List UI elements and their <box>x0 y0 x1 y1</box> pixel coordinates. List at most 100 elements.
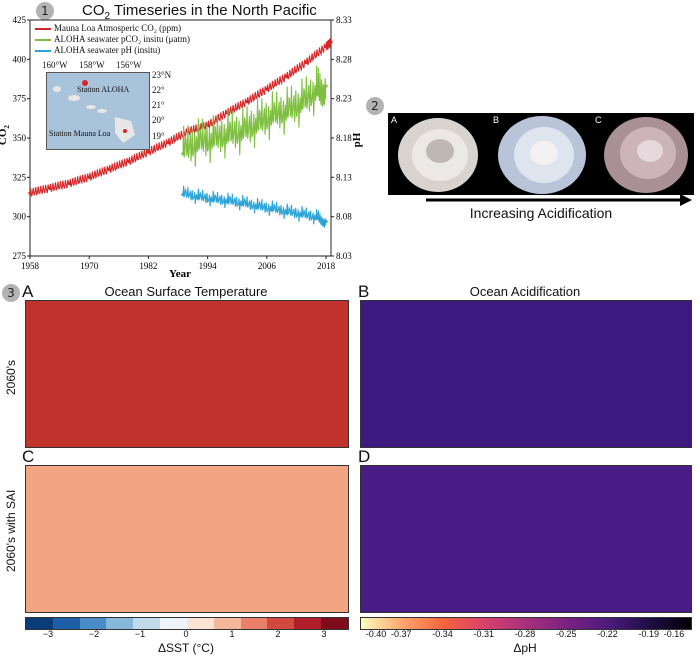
shell-letter-a: A <box>391 115 398 125</box>
left-tick-label: 425 <box>13 15 27 25</box>
series-point <box>240 202 244 206</box>
series-point <box>324 84 328 88</box>
ph-tick-label: -0.16 <box>663 629 685 639</box>
series-line-3 <box>182 185 327 229</box>
sst-colorbar <box>25 617 349 630</box>
series-point <box>87 175 91 179</box>
right-axis-ticks: 8.33 8.28 8.23 8.18 8.13 8.08 8.03 <box>331 15 352 261</box>
series-line-2 <box>182 65 327 167</box>
right-tick-label: 8.18 <box>336 133 352 143</box>
legend-swatch <box>35 49 51 52</box>
map-sst-2060s <box>25 300 349 448</box>
right-tick-label: 8.13 <box>336 172 352 182</box>
panel-1-badge: 1 <box>36 2 54 20</box>
sst-colorbar-segment <box>294 618 322 629</box>
left-tick-label: 325 <box>13 172 27 182</box>
sst-colorbar-segment <box>160 618 187 629</box>
left-tick-label: 350 <box>13 133 27 143</box>
series-point <box>48 186 52 190</box>
acidification-caption: Increasing Acidification <box>469 205 613 221</box>
x-axis-label: Year <box>169 268 191 280</box>
x-tick-label: 2018 <box>317 261 336 271</box>
lon-label-156w: 156°W <box>116 60 142 70</box>
x-axis-ticks: 1958 1970 1982 1994 2006 2018 <box>21 256 336 271</box>
lat-label-19: 19° <box>152 131 165 141</box>
series-point <box>225 136 229 140</box>
legend-swatch <box>35 38 51 41</box>
ph-tick-label: -0.25 <box>555 629 577 639</box>
sst-tick-label: 2 <box>275 629 281 639</box>
shell-c-icon <box>604 117 688 193</box>
series-point <box>255 125 259 129</box>
right-tick-label: 8.28 <box>336 54 352 64</box>
series-point <box>28 191 32 195</box>
left-tick-label: 275 <box>13 251 27 261</box>
map-letter-d: D <box>358 447 371 466</box>
series-point <box>255 205 259 209</box>
sst-tick-label: 3 <box>321 629 327 639</box>
ph-colorbar-label: ΔpH <box>513 641 537 655</box>
sst-colorbar-segment <box>213 618 241 629</box>
series-point <box>67 182 72 186</box>
series-point <box>329 40 333 44</box>
map-letter-b: B <box>358 282 370 301</box>
sst-tick-label: −1 <box>134 629 146 639</box>
shell-photo-a: A <box>388 113 490 195</box>
legend-swatch <box>35 27 51 30</box>
sst-tick-label: 1 <box>229 629 235 639</box>
shell-photo-b: B <box>490 113 592 195</box>
series-point <box>196 144 200 148</box>
series-point <box>284 112 289 116</box>
series-point <box>210 198 215 202</box>
series-point <box>284 211 289 215</box>
sst-colorbar-segment <box>267 618 295 629</box>
series-point <box>299 213 303 217</box>
left-tick-label: 375 <box>13 94 27 104</box>
ph-colorbar-ticks: -0.40 -0.37 -0.34 -0.31 -0.28 -0.25 -0.22 -0.19… <box>360 629 690 641</box>
shell-photo-strip: A B C <box>388 113 694 195</box>
x-tick-label: 2006 <box>258 261 277 271</box>
series-point <box>245 100 249 104</box>
ph-tick-label: -0.40 <box>365 629 387 639</box>
ph-tick-label: -0.28 <box>514 629 536 639</box>
left-tick-label: 400 <box>13 54 27 64</box>
ph-tick-label: -0.34 <box>432 629 453 639</box>
series-point <box>324 45 328 49</box>
right-tick-label: 8.33 <box>336 15 352 25</box>
sst-colorbar-segment <box>106 618 134 629</box>
x-tick-label: 1982 <box>139 261 157 271</box>
series-point <box>284 75 289 79</box>
shell-photo-c: C <box>592 113 694 195</box>
panel-3-badge: 3 <box>2 284 20 302</box>
ph-tick-label: -0.19 <box>638 629 659 639</box>
map-letter-a: A <box>22 282 34 301</box>
series-point <box>314 216 318 220</box>
sst-colorbar-segment <box>321 618 348 629</box>
station-aloha-label: Station ALOHA <box>77 85 130 94</box>
series-point <box>127 160 131 164</box>
series-layer <box>28 37 333 229</box>
sst-colorbar-segment <box>186 618 214 629</box>
series-point <box>265 87 269 91</box>
inset-map-area: Station ALOHA Station Mauna Loa <box>46 72 150 150</box>
chart-legend: Mauna Loa Atmosperic CO₂ (ppm) ALOHA sea… <box>35 23 190 56</box>
map-letter-c: C <box>22 447 35 466</box>
sst-tick-label: −3 <box>42 629 54 639</box>
right-tick-label: 8.03 <box>336 251 352 261</box>
lon-label-160w: 160°W <box>42 60 68 70</box>
shell-a-icon <box>398 118 478 192</box>
series-point <box>225 200 229 204</box>
right-axis-label: pH <box>351 132 363 147</box>
sst-tick-label: −2 <box>88 629 100 639</box>
x-tick-label: 1970 <box>80 261 99 271</box>
lat-label-23n: 23°N <box>152 70 172 80</box>
lon-label-158w: 158°W <box>79 60 105 70</box>
series-point <box>146 150 151 154</box>
map-ph-2060s <box>360 300 692 448</box>
left-axis-label: CO2 <box>0 125 12 146</box>
series-point <box>240 133 244 137</box>
series-point <box>181 152 185 156</box>
series-point <box>107 167 111 172</box>
sst-colorbar-segment <box>240 618 268 629</box>
